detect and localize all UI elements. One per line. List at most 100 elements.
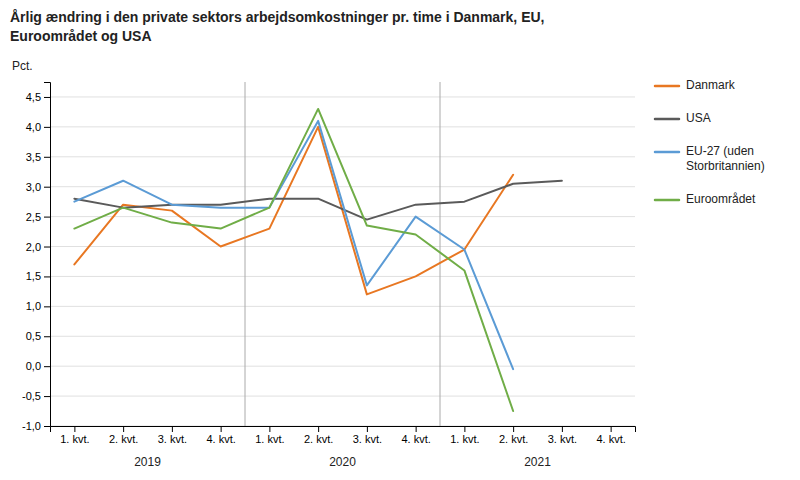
legend-item: Euroområdet	[655, 192, 756, 206]
legend-item: Danmark	[655, 78, 736, 92]
x-tick-mark	[464, 426, 465, 432]
y-tick-mark	[44, 127, 50, 128]
y-axis-line	[44, 83, 51, 427]
y-tick-mark	[44, 217, 50, 218]
y-tick-label: 1,5	[26, 270, 41, 282]
x-tick: 1. kvt.	[60, 426, 89, 445]
legend-label-line: USA	[686, 111, 711, 125]
x-tick: 2. kvt.	[304, 426, 333, 445]
group-label: 2019	[134, 455, 161, 469]
x-tick-label: 3. kvt.	[158, 433, 187, 445]
legend-item: EU-27 (udenStorbritannien)	[655, 144, 765, 173]
x-tick-mark	[562, 426, 563, 432]
y-tick-label: 3,0	[26, 181, 41, 193]
legend-label-line: Euroområdet	[686, 192, 756, 206]
series-line	[74, 181, 562, 220]
grid-line	[50, 336, 635, 337]
grid-line	[50, 96, 635, 97]
y-tick: 3,5	[26, 151, 50, 163]
y-tick-label: 1,0	[26, 300, 41, 312]
x-tick: 4. kvt.	[206, 426, 235, 445]
title-line: Årlig ændring i den private sektors arbe…	[10, 9, 544, 25]
legend-label-line: Danmark	[686, 78, 736, 92]
x-tick-mark	[367, 426, 368, 432]
x-tick-label: 1. kvt.	[450, 433, 479, 445]
y-tick-mark	[44, 276, 50, 277]
grid-line	[50, 216, 635, 217]
y-tick: 0,0	[26, 360, 50, 372]
series-line	[74, 109, 513, 411]
y-tick-mark	[44, 396, 50, 397]
x-tick: 2. kvt.	[109, 426, 138, 445]
title: Årlig ændring i den private sektors arbe…	[10, 9, 544, 44]
y-tick-label: 4,5	[26, 91, 41, 103]
x-tick: 3. kvt.	[158, 426, 187, 445]
y-tick-label: 3,5	[26, 151, 41, 163]
x-tick-label: 4. kvt.	[596, 433, 625, 445]
x-tick-label: 2. kvt.	[304, 433, 333, 445]
legend-label-line: Storbritannien)	[686, 159, 765, 173]
grid-line	[50, 126, 635, 127]
x-tick: 1. kvt.	[450, 426, 479, 445]
y-axis-title: Pct.	[12, 59, 33, 73]
y-tick-mark	[44, 187, 50, 188]
x-tick-mark	[221, 426, 222, 432]
group-separators	[245, 82, 440, 426]
x-tick-label: 2. kvt.	[499, 433, 528, 445]
grid-line	[50, 366, 635, 367]
y-tick-label: -0,5	[22, 390, 41, 402]
y-tick-label: 0,5	[26, 330, 41, 342]
grid-line	[50, 276, 635, 277]
title-line: Euroområdet og USA	[10, 28, 152, 44]
y-tick-mark	[44, 157, 50, 158]
x-tick: 1. kvt.	[255, 426, 284, 445]
x-tick-label: 3. kvt.	[548, 433, 577, 445]
x-tick-mark	[172, 426, 173, 432]
y-tick-label: 4,0	[26, 121, 41, 133]
x-tick: 3. kvt.	[548, 426, 577, 445]
y-tick-mark	[44, 366, 50, 367]
y-tick-label: -1,0	[22, 420, 41, 432]
x-tick-label: 4. kvt.	[206, 433, 235, 445]
y-tick-label: 0,0	[26, 360, 41, 372]
x-tick-label: 1. kvt.	[255, 433, 284, 445]
x-tick-label: 3. kvt.	[353, 433, 382, 445]
legend-label: Danmark	[686, 78, 736, 92]
y-tick: 0,5	[26, 330, 50, 342]
y-tick: 3,0	[26, 181, 50, 193]
chart: Årlig ændring i den private sektors arbe…	[0, 0, 800, 480]
group-label: 2021	[524, 455, 551, 469]
y-tick-mark	[44, 247, 50, 248]
x-tick-label: 2. kvt.	[109, 433, 138, 445]
legend-swatch	[655, 85, 679, 88]
x-tick-mark	[513, 426, 514, 432]
legend-swatch	[655, 199, 679, 202]
y-tick: 1,0	[26, 300, 50, 312]
legend-swatch	[655, 118, 679, 121]
legend-item: USA	[655, 111, 711, 125]
y-tick-label: 2,5	[26, 211, 41, 223]
legend-label: USA	[686, 111, 711, 125]
y-tick: 4,0	[26, 121, 50, 133]
grid	[50, 97, 635, 426]
y-tick-mark	[44, 426, 50, 427]
x-tick-mark	[74, 426, 75, 432]
y-tick-label: 2,0	[26, 241, 41, 253]
y-tick: 4,5	[26, 91, 50, 103]
y-tick: -0,5	[22, 390, 50, 402]
y-tick: 1,5	[26, 270, 50, 282]
y-tick: 2,5	[26, 211, 50, 223]
x-axis: 1. kvt. 2. kvt. 3. kvt. 4. kvt. 1. kvt. 2. kv…	[51, 426, 636, 445]
legend: Danmark USA EU-27 (udenStorbritannien) Euro…	[655, 78, 765, 206]
y-axis: -1,0 -0,5 0,0 0,5 1,0 1,5 2,0 2,5 3,0 3,5 4,0 4,5	[22, 83, 50, 433]
x-tick-mark	[269, 426, 270, 432]
grid-line	[50, 396, 635, 397]
x-tick: 4. kvt.	[401, 426, 430, 445]
y-tick-mark	[44, 336, 50, 337]
series-lines	[74, 109, 562, 411]
grid-line	[50, 156, 635, 157]
series-line	[74, 127, 513, 295]
legend-swatch	[655, 151, 679, 154]
x-tick: 4. kvt.	[596, 426, 625, 445]
grid-line	[50, 246, 635, 247]
